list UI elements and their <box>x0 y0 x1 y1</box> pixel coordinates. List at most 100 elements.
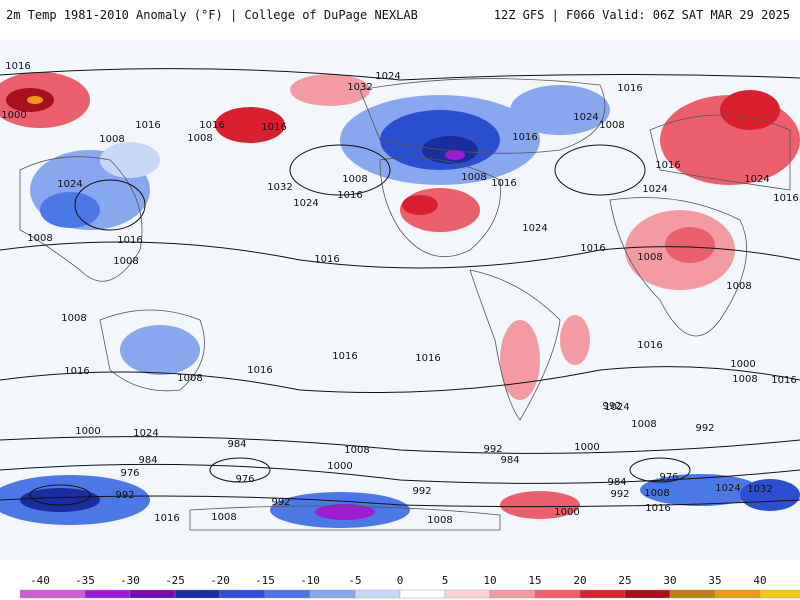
colorbar-tick-label: -30 <box>120 574 140 587</box>
isobar-label: 976 <box>659 472 678 483</box>
isobar-label: 1016 <box>580 243 605 254</box>
colorbar-tick-label: 40 <box>753 574 766 587</box>
isobar-label: 1032 <box>267 182 292 193</box>
isobar-label: 992 <box>610 489 629 500</box>
isobar-label: 1016 <box>5 61 30 72</box>
isobar-label: 1008 <box>187 133 212 144</box>
colorbar-segment <box>399 589 446 599</box>
isobar-label: 1016 <box>199 120 224 131</box>
colorbar-tick-label: 35 <box>708 574 721 587</box>
isobar-label: 1016 <box>771 375 796 386</box>
isobar-label: 1008 <box>342 174 367 185</box>
isobar-label: 1024 <box>375 71 400 82</box>
colorbar-segment <box>19 589 86 599</box>
isobar-label: 992 <box>483 444 502 455</box>
isobar-label: 1016 <box>154 513 179 524</box>
isobar-label: 1000 <box>554 507 579 518</box>
colorbar-segment <box>84 589 131 599</box>
isobar-label: 1032 <box>347 82 372 93</box>
colorbar-segment <box>579 589 626 599</box>
isobar-label: 1000 <box>75 426 100 437</box>
colorbar-tick-label: -35 <box>75 574 95 587</box>
isobar-label: 1016 <box>314 254 339 265</box>
colorbar-segment <box>669 589 716 599</box>
isobar-label: 992 <box>602 401 621 412</box>
colorbar-tick-label: -25 <box>165 574 185 587</box>
isobar-label: 1008 <box>461 172 486 183</box>
isobar-label: 1016 <box>773 193 798 204</box>
colorbar-segment <box>174 589 221 599</box>
colorbar-segment <box>624 589 671 599</box>
isobar-label: 1032 <box>747 484 772 495</box>
isobar-label: 976 <box>235 474 254 485</box>
colorbar-segment <box>444 589 491 599</box>
isobar-label: 1016 <box>135 120 160 131</box>
isobar-label: 1016 <box>491 178 516 189</box>
colorbar-tick-label: 20 <box>573 574 586 587</box>
isobar-label: 1008 <box>61 313 86 324</box>
colorbar-tick-label: 5 <box>442 574 449 587</box>
isobar-label: 1016 <box>117 235 142 246</box>
anomaly-map[interactable]: 1016 1016 1008 1016 1008 1016 1024 1000 1024 1016… <box>0 40 800 560</box>
isobar-label: 1016 <box>617 83 642 94</box>
isobar-label: 1008 <box>599 120 624 131</box>
anomaly-shading <box>0 72 800 528</box>
isobar-label: 984 <box>607 477 626 488</box>
isobar-label: 1008 <box>113 256 138 267</box>
isobar-label: 1008 <box>427 515 452 526</box>
isobar-label: 1008 <box>631 419 656 430</box>
map-title: 2m Temp 1981-2010 Anomaly (°F) | College… <box>6 8 418 22</box>
header: 2m Temp 1981-2010 Anomaly (°F) | College… <box>0 0 800 40</box>
colorbar-tick-label: -20 <box>210 574 230 587</box>
map-canvas: 1016 1016 1008 1016 1008 1016 1024 1000 1024 1016… <box>0 61 800 531</box>
isobar-label: 1008 <box>211 512 236 523</box>
colorbar-segment <box>489 589 536 599</box>
run-info: 12Z GFS | F066 Valid: 06Z SAT MAR 29 202… <box>493 8 790 22</box>
colorbar-segment <box>534 589 581 599</box>
isobar-label: 1008 <box>177 373 202 384</box>
colorbar-segment <box>354 589 401 599</box>
colorbar-segment <box>219 589 266 599</box>
isobar-label: 1024 <box>715 483 740 494</box>
isobar-label: 1016 <box>247 365 272 376</box>
colorbar-scale: -40 -35 -30 -25 -20 -15 -10 -5 0 5 10 15 20 25 30 35 40 <box>19 574 800 599</box>
isobar-label: 1008 <box>99 134 124 145</box>
colorbar-segment <box>309 589 356 599</box>
isobar-label: 1008 <box>27 233 52 244</box>
isobar-label: 1008 <box>732 374 757 385</box>
isobar-label: 1016 <box>512 132 537 143</box>
colorbar-tick-label: 0 <box>397 574 404 587</box>
isobar-label: 1008 <box>644 488 669 499</box>
isobar-label: 976 <box>120 468 139 479</box>
isobar-label: 1008 <box>637 252 662 263</box>
colorbar: -40 -35 -30 -25 -20 -15 -10 -5 0 5 10 15 20 25 30 35 40 <box>0 560 800 600</box>
colorbar-tick-label: -10 <box>300 574 320 587</box>
isobar-label: 1016 <box>645 503 670 514</box>
colorbar-tick-label: -40 <box>30 574 50 587</box>
isobar-label: 992 <box>695 423 714 434</box>
colorbar-tick-label: -5 <box>348 574 361 587</box>
isobar-label: 1000 <box>1 110 26 121</box>
isobar-label: 1024 <box>573 112 598 123</box>
isobar-label: 1024 <box>522 223 547 234</box>
colorbar-segment <box>264 589 311 599</box>
colorbar-segment <box>129 589 176 599</box>
coastlines <box>19 78 791 531</box>
isobar-label: 1008 <box>344 445 369 456</box>
isobar-label: 1016 <box>655 160 680 171</box>
colorbar-tick-label: 10 <box>483 574 496 587</box>
isobar-label: 1024 <box>133 428 158 439</box>
isobar-label: 992 <box>115 490 134 501</box>
isobar-label: 1024 <box>293 198 318 209</box>
isobars <box>0 68 800 508</box>
isobar-label: 1000 <box>327 461 352 472</box>
isobar-label: 1016 <box>415 353 440 364</box>
isobar-label: 1016 <box>337 190 362 201</box>
isobar-label: 1024 <box>744 174 769 185</box>
isobar-label: 1016 <box>64 366 89 377</box>
colorbar-tick-label: -15 <box>255 574 275 587</box>
isobar-label: 984 <box>138 455 157 466</box>
isobar-label: 1000 <box>730 359 755 370</box>
isobar-label: 1024 <box>642 184 667 195</box>
isobar-label: 992 <box>412 486 431 497</box>
